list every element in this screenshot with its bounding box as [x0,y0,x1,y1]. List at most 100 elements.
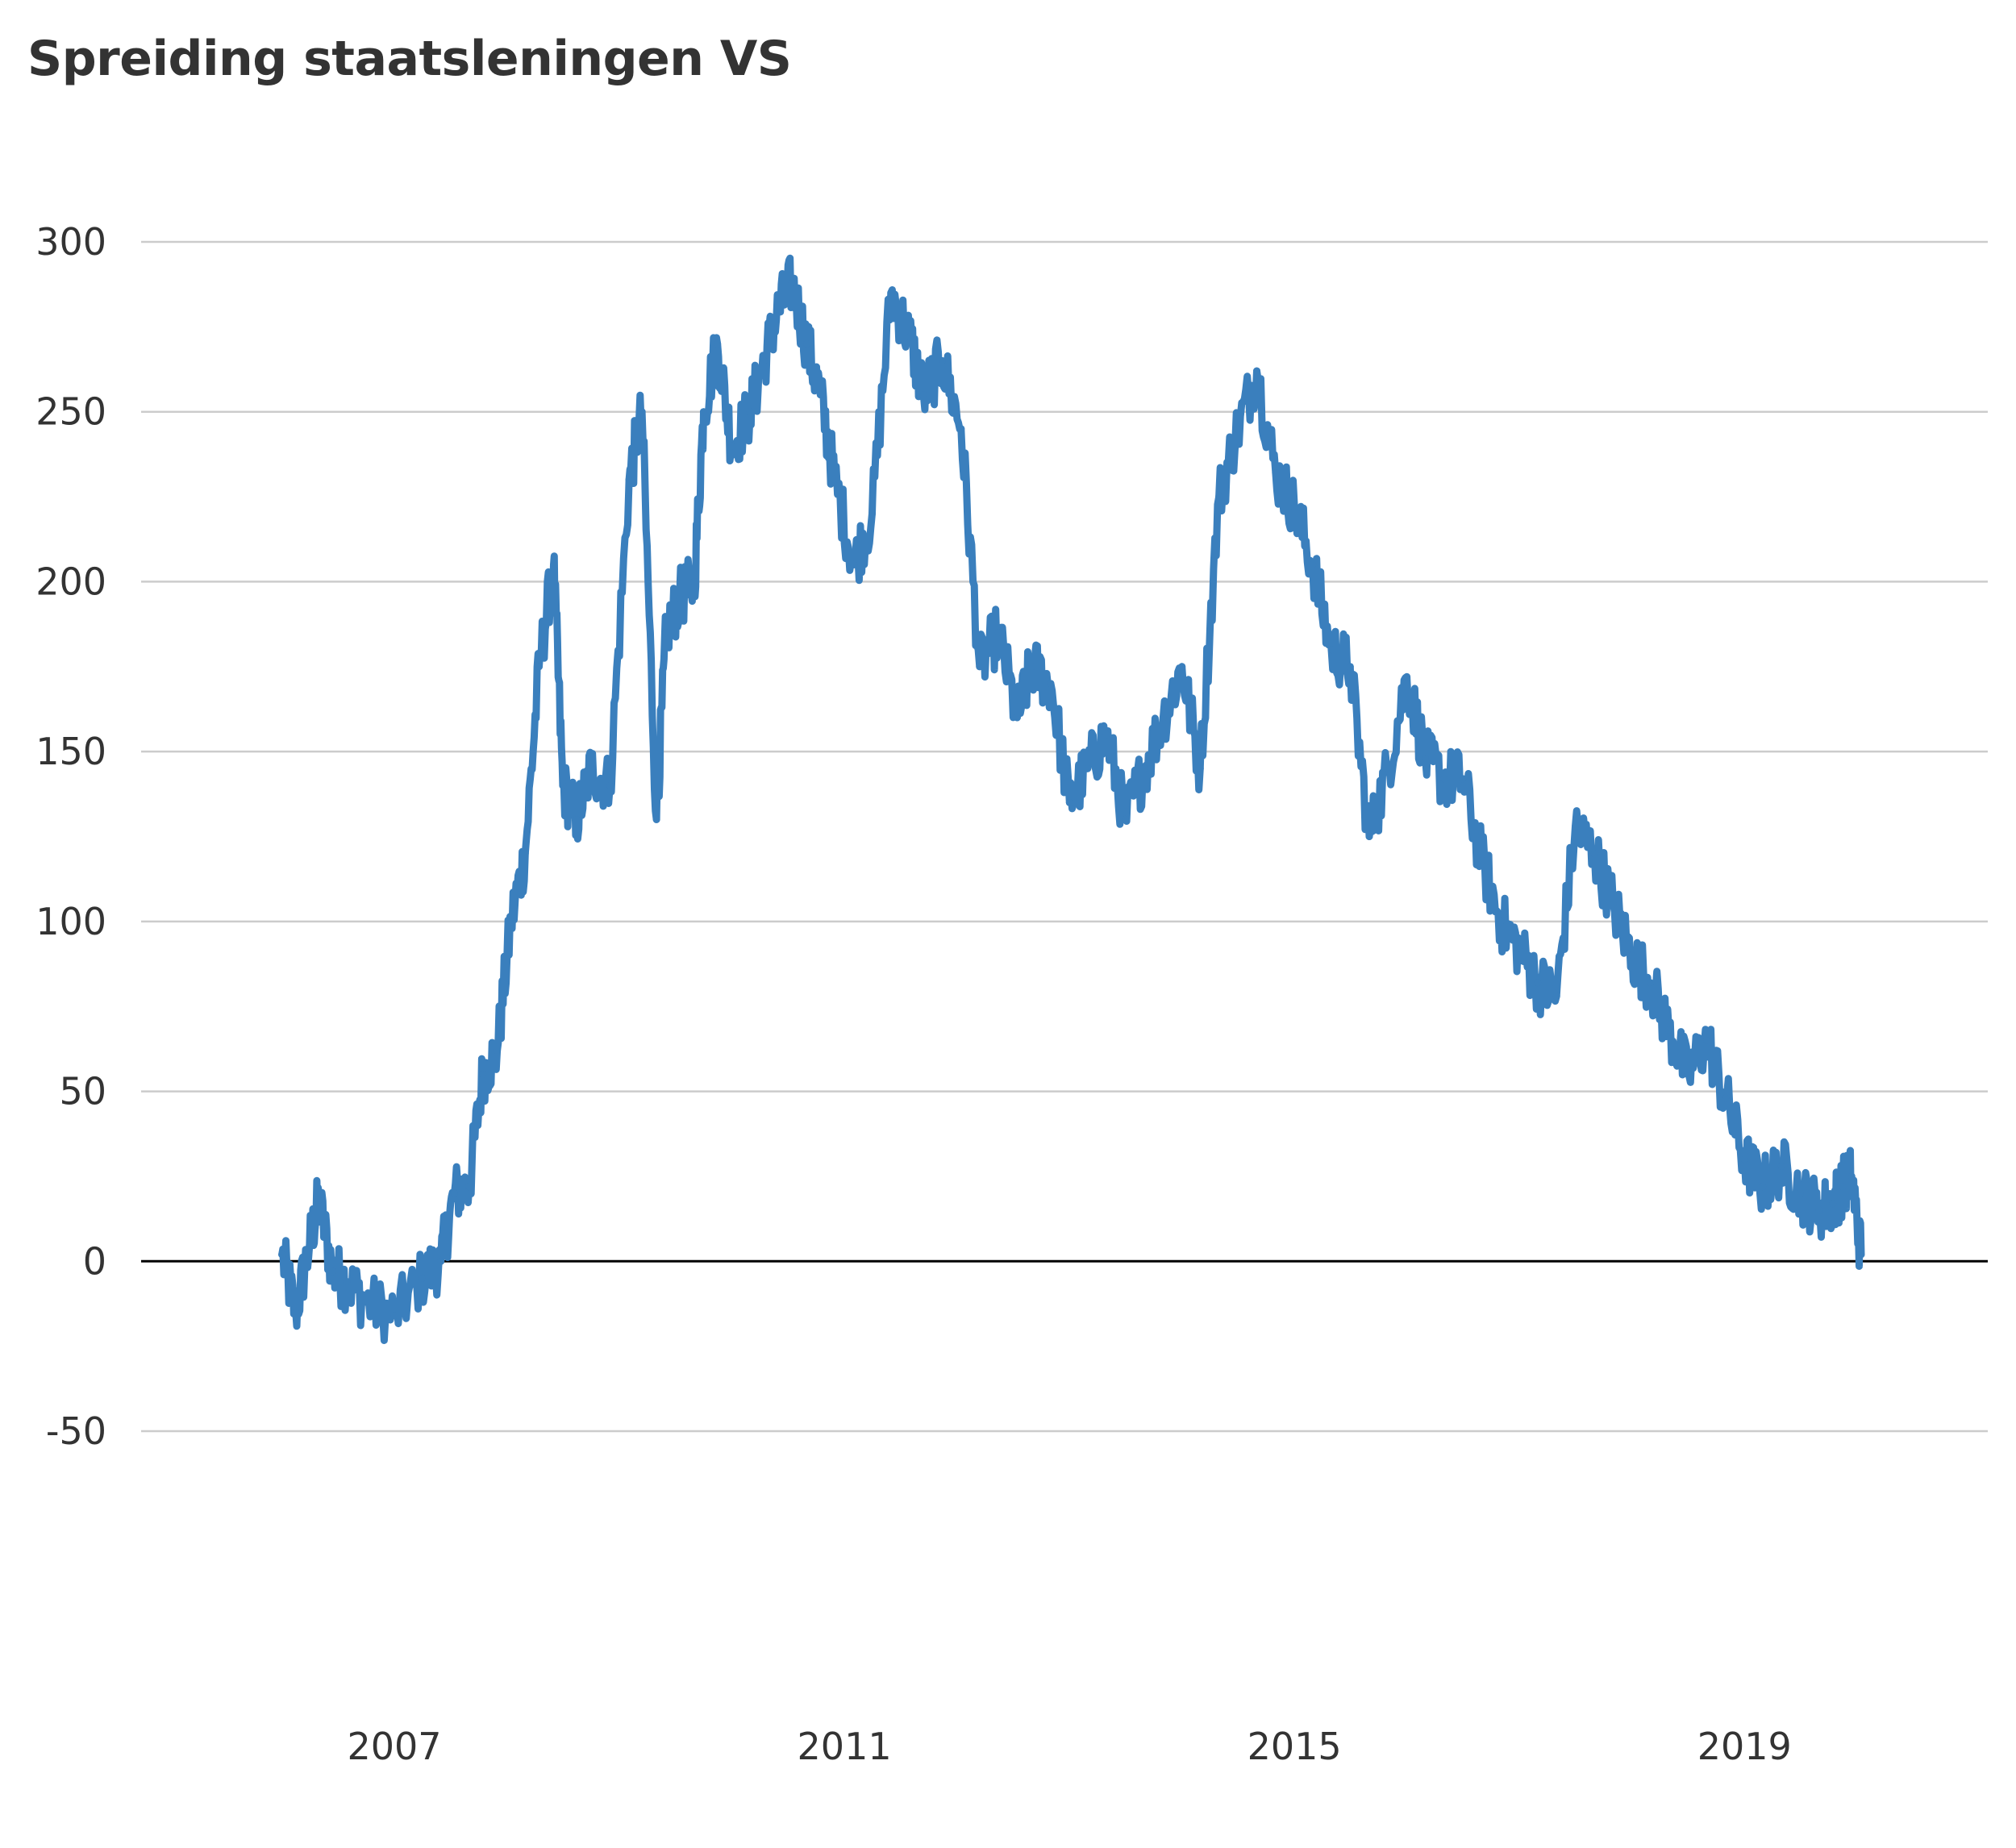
data-point [278,1251,286,1259]
data-point [690,577,698,585]
y-tick-label: 50 [59,1070,106,1113]
x-tick-label: 2007 [347,1725,441,1768]
data-point [868,510,876,518]
data-point [494,1047,502,1055]
data-point [1552,993,1560,1001]
data-point [994,629,1002,637]
data-point [1665,1026,1673,1034]
data-point [1272,469,1280,477]
data-point [1403,672,1411,681]
data-point [760,357,768,364]
data-point [1839,1183,1847,1191]
data-point [1610,901,1617,909]
y-tick-label: 200 [35,560,106,603]
x-tick-label: 2019 [1697,1725,1792,1768]
data-point [1327,646,1335,654]
data-point [1196,764,1204,772]
data-point [1102,730,1110,739]
data-point [1847,1172,1856,1180]
data-point [507,918,515,926]
data-point [1534,979,1542,987]
data-point [451,1189,458,1197]
x-tick-label: 2011 [798,1725,892,1768]
data-point [1440,775,1448,783]
data-point [1384,764,1392,772]
data-point [746,408,754,416]
data-point [587,764,595,772]
data-point [550,560,557,568]
data-point [850,560,858,568]
data-point [676,595,684,602]
data-point [606,781,614,789]
data-point [1028,663,1036,671]
x-axis-tick-labels: 2007 2011 2015 2019 [347,1725,1791,1768]
data-point [1422,755,1429,763]
data-point [1478,856,1486,864]
data-point [479,1071,487,1078]
data-point [1013,714,1021,722]
data-point [1346,663,1354,671]
data-point [362,1298,370,1306]
data-point [390,1312,398,1320]
gridlines [141,240,1988,1433]
data-point [465,1183,473,1191]
data-point [418,1274,426,1282]
data-point [521,850,529,858]
data-point [1234,425,1242,433]
data-point [1722,1094,1730,1102]
y-tick-label: 0 [83,1239,106,1283]
data-point [919,391,927,399]
series-layer [278,254,1865,1344]
data-point [329,1267,337,1276]
data-point [1684,1071,1692,1078]
data-point [1215,493,1223,501]
data-point [887,289,895,297]
data-point [535,663,543,671]
data-point [700,408,707,416]
data-point [573,815,581,823]
data-point [292,1309,300,1316]
data-point [714,339,722,348]
data-point [1365,833,1373,840]
chart-title: Spreiding staatsleningen VS [27,31,792,87]
data-point [831,476,839,484]
y-tick-label: 100 [35,900,106,943]
data-point [1628,951,1636,959]
data-point [306,1240,314,1248]
data-point [437,1257,445,1265]
data-point [1590,850,1598,858]
y-tick-label: 150 [35,730,106,773]
data-point [652,815,660,823]
data-point [816,391,824,399]
data-point [1084,764,1092,772]
data-point [314,1196,323,1204]
y-tick-label: 300 [35,220,106,264]
data-point [344,1278,351,1286]
data-point [1459,775,1467,783]
data-point [1290,503,1298,511]
data-point [1497,918,1505,926]
data-point [788,279,796,287]
y-tick-label: 250 [35,390,106,434]
data-point [774,306,782,314]
data-point [728,442,736,450]
data-point [1646,979,1654,987]
data-point [1309,560,1317,568]
data-point [976,663,984,671]
data-point [559,781,567,789]
data-point [1777,1162,1785,1170]
data-point [1178,663,1186,671]
y-tick-label: -50 [46,1409,106,1453]
series-line [278,254,1865,1344]
data-point [957,425,965,433]
data-point [1815,1206,1823,1214]
data-point [1740,1155,1748,1163]
data-point [625,476,633,484]
data-point [1159,714,1167,722]
data-point [939,357,946,364]
y-axis-tick-labels: 300 250 200 150 100 50 0 -50 [35,220,106,1453]
data-point [1829,1200,1837,1208]
x-tick-label: 2015 [1248,1725,1342,1768]
data-point [662,629,670,637]
